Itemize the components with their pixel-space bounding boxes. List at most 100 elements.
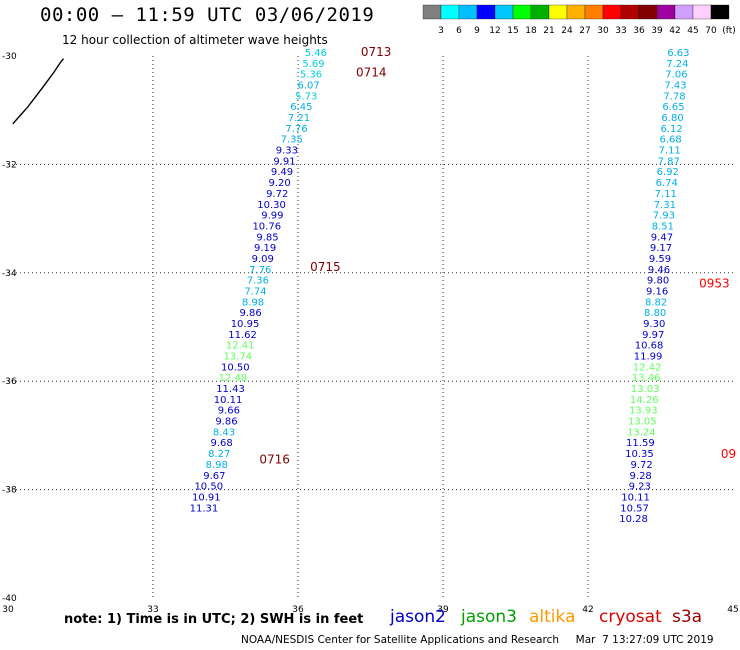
swh-value-label: 5.69: [302, 59, 324, 70]
swh-value-label: 6.80: [661, 113, 683, 124]
y-tick-label: -30: [2, 52, 17, 62]
swh-value-label: 11.59: [626, 438, 655, 449]
scale-label: 27: [579, 26, 590, 36]
footer-credit: NOAA/NESDIS Center for Satellite Applica…: [241, 634, 714, 646]
y-tick-label: -40: [2, 594, 17, 604]
x-tick-label: 45: [727, 605, 738, 615]
swh-value-label: 10.57: [620, 503, 649, 514]
scale-label: 33: [615, 26, 626, 36]
swh-value-label: 12.42: [633, 362, 662, 373]
swh-value-label: 10.11: [214, 395, 243, 406]
swh-value-label: 6.12: [660, 124, 682, 135]
swh-value-label: 7.11: [659, 146, 681, 157]
swh-value-label: 11.62: [228, 330, 257, 341]
swh-value-label: 10.11: [621, 492, 650, 503]
swh-value-label: 7.76: [249, 265, 271, 276]
x-tick-label: 33: [147, 605, 158, 615]
swh-value-label: 5.36: [300, 70, 322, 81]
swh-value-label: 11.31: [190, 503, 219, 514]
swh-value-label: 8.43: [213, 427, 235, 438]
swh-value-label: 10.68: [635, 341, 664, 352]
swh-value-label: 5.46: [305, 48, 327, 59]
swh-value-label: 6.65: [662, 102, 684, 113]
scale-label: 42: [669, 26, 680, 36]
swh-value-label: 10.30: [257, 200, 286, 211]
x-tick-label: 39: [437, 605, 449, 615]
scale-label: 30: [597, 26, 609, 36]
swh-value-label: 8.98: [206, 460, 228, 471]
swh-value-label: 9.97: [642, 330, 664, 341]
swh-value-label: 9.68: [210, 438, 232, 449]
swh-value-label: 14.26: [630, 395, 659, 406]
footer-note: note: 1) Time is in UTC; 2) SWH is in fe…: [64, 612, 364, 627]
plot-area: 30 33 36 39 42 45-30-32-34-36-38-405.465.695.…: [2, 45, 739, 615]
scale-label: 12: [489, 26, 500, 36]
swh-value-label: 6.45: [290, 102, 312, 113]
swh-value-label: 9.47: [651, 232, 673, 243]
swh-value-label: 13.05: [628, 417, 657, 428]
swh-value-label: 9.20: [268, 178, 290, 189]
scale-label: (ft): [722, 26, 736, 36]
pass-time-label: 0716: [259, 453, 290, 467]
swh-value-label: 7.78: [663, 91, 685, 102]
swh-value-label: 9.33: [276, 146, 298, 157]
satellite-name-s3a: s3a: [672, 607, 703, 627]
swh-value-label: 9.17: [650, 243, 672, 254]
scale-label: 15: [507, 26, 518, 36]
swh-value-label: 7.31: [654, 200, 676, 211]
swh-value-label: 9.80: [647, 276, 669, 287]
coastline: [12, 58, 65, 125]
swh-value-label: 9.49: [271, 167, 293, 178]
scale-label: 39: [651, 26, 663, 36]
swh-value-label: 8.80: [644, 308, 666, 319]
scale-swatch: [710, 4, 730, 20]
scale-label: 70: [705, 26, 717, 36]
chart-subtitle: 12 hour collection of altimeter wave hei…: [62, 33, 328, 47]
swh-value-label: 8.27: [208, 449, 230, 460]
swh-value-label: 9.66: [218, 406, 240, 417]
swh-value-label: 9.86: [239, 308, 261, 319]
swh-value-label: 6.92: [657, 167, 679, 178]
swh-value-label: 9.91: [273, 156, 295, 167]
swh-value-label: 10.28: [619, 514, 648, 525]
y-tick-label: -34: [2, 269, 17, 279]
scale-label: 36: [633, 26, 645, 36]
swh-value-label: 13.93: [629, 406, 658, 417]
swh-value-label: 7.76: [285, 124, 307, 135]
swh-value-label: 8.82: [645, 297, 667, 308]
swh-value-label: 9.72: [266, 189, 288, 200]
swh-value-label: 12.41: [226, 341, 255, 352]
swh-value-label: 13.03: [631, 384, 660, 395]
swh-value-label: 10.95: [231, 319, 260, 330]
scale-label: 6: [456, 26, 462, 36]
chart-title: 00:00 – 11:59 UTC 03/06/2019: [40, 4, 375, 26]
y-tick-label: -36: [2, 377, 17, 387]
y-tick-label: -32: [2, 160, 17, 170]
x-tick-label: 30: [2, 605, 14, 615]
swh-value-label: 9.28: [630, 471, 652, 482]
swh-value-label: 7.74: [244, 286, 266, 297]
swh-value-label: 6.63: [667, 48, 689, 59]
swh-value-label: 12.48: [219, 373, 248, 384]
swh-value-label: 7.36: [247, 276, 269, 287]
pass-time-label: 0713: [361, 45, 392, 59]
pass-time-label: 09: [721, 447, 736, 461]
swh-value-label: 13.46: [632, 373, 661, 384]
swh-value-label: 7.24: [666, 59, 688, 70]
pass-time-label: 0715: [310, 260, 341, 274]
swh-value-label: 7.93: [653, 211, 675, 222]
scale-label: 9: [474, 26, 480, 36]
x-tick-label: 36: [292, 605, 304, 615]
swh-value-label: 9.16: [646, 286, 668, 297]
pass-time-label: 0953: [699, 276, 730, 290]
swh-value-label: 7.11: [655, 189, 677, 200]
swh-value-label: 7.87: [658, 156, 680, 167]
satellite-name-cryosat: cryosat: [599, 607, 662, 627]
swh-value-label: 6.74: [656, 178, 678, 189]
swh-value-label: 9.46: [648, 265, 670, 276]
y-tick-label: -38: [2, 486, 17, 496]
swh-value-label: 9.85: [256, 232, 278, 243]
satellite-name-jason3: jason3: [461, 607, 517, 627]
scale-label: 18: [525, 26, 537, 36]
